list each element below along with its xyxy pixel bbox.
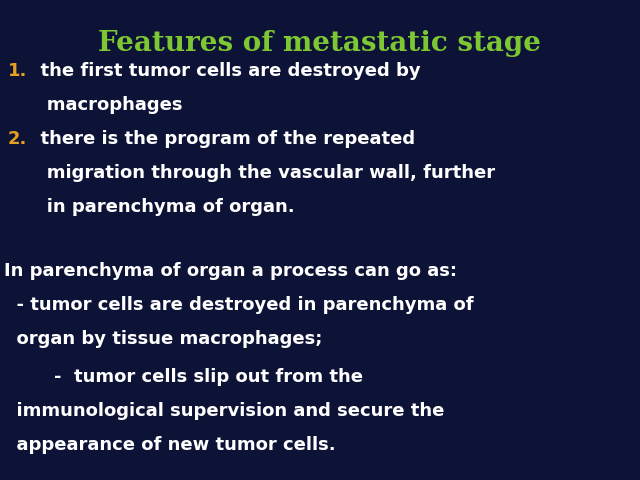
- Text: macrophages: macrophages: [28, 96, 182, 114]
- Text: the first tumor cells are destroyed by: the first tumor cells are destroyed by: [28, 62, 420, 80]
- Text: there is the program of the repeated: there is the program of the repeated: [28, 130, 415, 148]
- Text: organ by tissue macrophages;: organ by tissue macrophages;: [4, 330, 323, 348]
- Text: migration through the vascular wall, further: migration through the vascular wall, fur…: [28, 164, 495, 182]
- Text: - tumor cells are destroyed in parenchyma of: - tumor cells are destroyed in parenchym…: [4, 296, 474, 314]
- Text: 2.: 2.: [8, 130, 28, 148]
- Text: In parenchyma of organ a process can go as:: In parenchyma of organ a process can go …: [4, 262, 457, 280]
- Text: Features of metastatic stage: Features of metastatic stage: [99, 30, 541, 57]
- Text: 1.: 1.: [8, 62, 28, 80]
- Text: -  tumor cells slip out from the: - tumor cells slip out from the: [4, 368, 363, 386]
- Text: appearance of new tumor cells.: appearance of new tumor cells.: [4, 436, 335, 454]
- Text: immunological supervision and secure the: immunological supervision and secure the: [4, 402, 444, 420]
- Text: in parenchyma of organ.: in parenchyma of organ.: [28, 198, 294, 216]
